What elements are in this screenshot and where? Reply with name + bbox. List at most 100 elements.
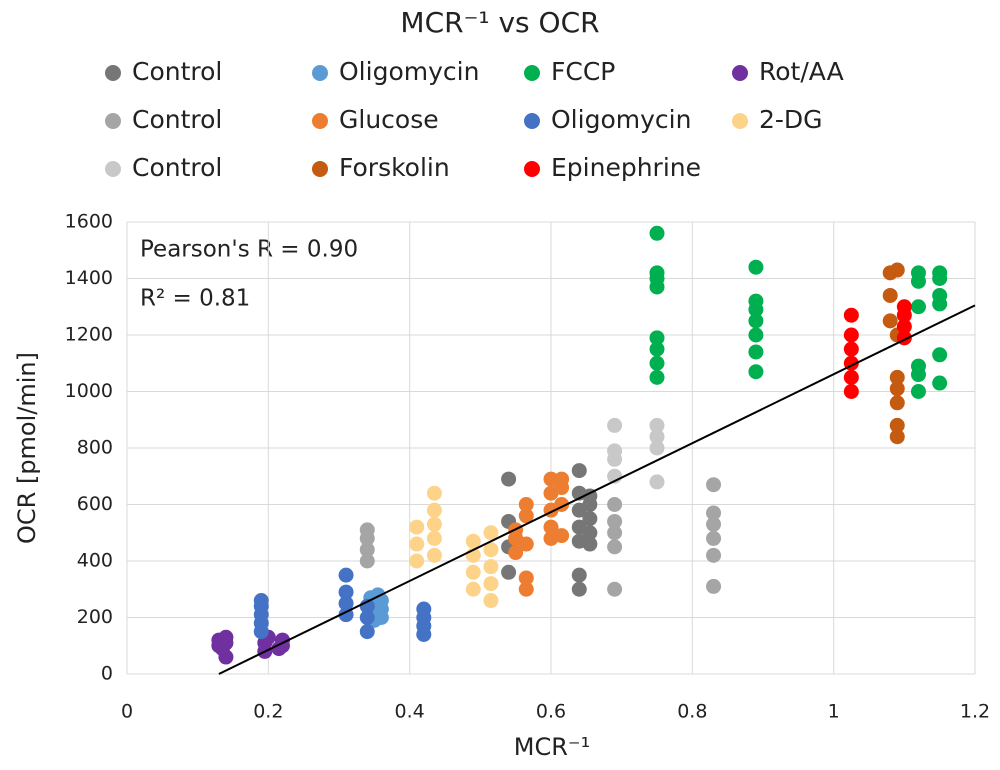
point <box>843 369 859 385</box>
y-tick-label: 800 <box>77 437 113 459</box>
chart-title: MCR⁻¹ vs OCR <box>400 6 599 39</box>
legend-marker <box>105 65 121 81</box>
point <box>518 497 534 512</box>
point <box>649 474 665 490</box>
point <box>649 265 665 281</box>
point <box>501 471 517 487</box>
point <box>426 516 442 532</box>
point <box>706 477 722 493</box>
legend-marker <box>105 161 121 177</box>
point <box>748 327 764 343</box>
point <box>706 505 722 521</box>
point <box>465 581 481 597</box>
point <box>338 567 354 583</box>
point <box>543 471 559 487</box>
legend-marker <box>312 65 328 81</box>
legend-marker <box>312 113 328 129</box>
point <box>518 508 534 524</box>
x-tick-label: 0.8 <box>677 701 707 723</box>
x-tick-label: 0.6 <box>536 701 566 723</box>
legend-label: Control <box>132 105 222 134</box>
point <box>426 547 442 563</box>
x-axis-label: MCR⁻¹ <box>514 733 590 761</box>
point <box>426 502 442 518</box>
point <box>483 542 499 558</box>
legend-marker <box>524 65 540 81</box>
annotation: R² = 0.81 <box>140 286 250 312</box>
legend-marker <box>312 161 328 177</box>
legend-label: Glucose <box>339 105 439 134</box>
x-tick-label: 1.2 <box>960 701 990 723</box>
point <box>910 384 926 399</box>
point <box>465 564 481 580</box>
point <box>607 443 623 459</box>
y-tick-label: 600 <box>77 493 113 515</box>
point <box>649 341 665 357</box>
legend-marker <box>732 113 748 129</box>
point <box>649 369 665 385</box>
point <box>910 299 926 315</box>
point <box>409 536 425 552</box>
legend-label: Rot/AA <box>759 57 844 86</box>
point <box>483 559 499 575</box>
point <box>518 570 534 586</box>
point <box>571 463 587 479</box>
point <box>706 578 722 594</box>
point <box>253 593 269 609</box>
point <box>649 330 665 346</box>
point <box>889 417 905 433</box>
point <box>649 355 665 371</box>
point <box>582 511 598 527</box>
point <box>843 384 859 399</box>
y-axis-label: OCR [pmol/min] <box>13 352 41 544</box>
point <box>706 530 722 546</box>
point <box>359 553 375 569</box>
point <box>932 375 948 391</box>
point <box>748 293 764 309</box>
point <box>932 265 948 281</box>
legend-marker <box>524 161 540 177</box>
point <box>218 629 234 645</box>
point <box>508 545 524 561</box>
point <box>409 519 425 535</box>
point <box>483 593 499 609</box>
point <box>607 539 623 555</box>
point <box>607 513 623 529</box>
point <box>649 440 665 456</box>
point <box>607 417 623 433</box>
legend-label: Epinephrine <box>551 153 701 182</box>
legend-label: Control <box>132 153 222 182</box>
point <box>882 313 898 329</box>
point <box>748 364 764 380</box>
point <box>582 536 598 552</box>
point <box>910 358 926 374</box>
point <box>882 287 898 303</box>
point <box>889 381 905 397</box>
point <box>483 525 499 541</box>
point <box>896 319 912 335</box>
point <box>554 528 570 544</box>
point <box>932 287 948 303</box>
x-tick-label: 0.4 <box>395 701 425 723</box>
point <box>607 525 623 541</box>
y-tick-label: 0 <box>101 663 113 685</box>
point <box>843 327 859 343</box>
point <box>359 542 375 558</box>
annotation: Pearson's R = 0.90 <box>140 237 358 263</box>
point <box>543 519 559 535</box>
legend-label: FCCP <box>551 57 615 86</box>
point <box>889 395 905 411</box>
point <box>426 530 442 546</box>
point <box>607 497 623 512</box>
point <box>910 265 926 281</box>
legend-label: Oligomycin <box>339 57 479 86</box>
legend-marker <box>732 65 748 81</box>
point <box>706 547 722 563</box>
point <box>409 553 425 569</box>
legend-label: 2-DG <box>759 105 823 134</box>
point <box>416 601 432 617</box>
point <box>501 564 517 580</box>
point <box>748 344 764 360</box>
y-tick-label: 1200 <box>65 324 113 346</box>
